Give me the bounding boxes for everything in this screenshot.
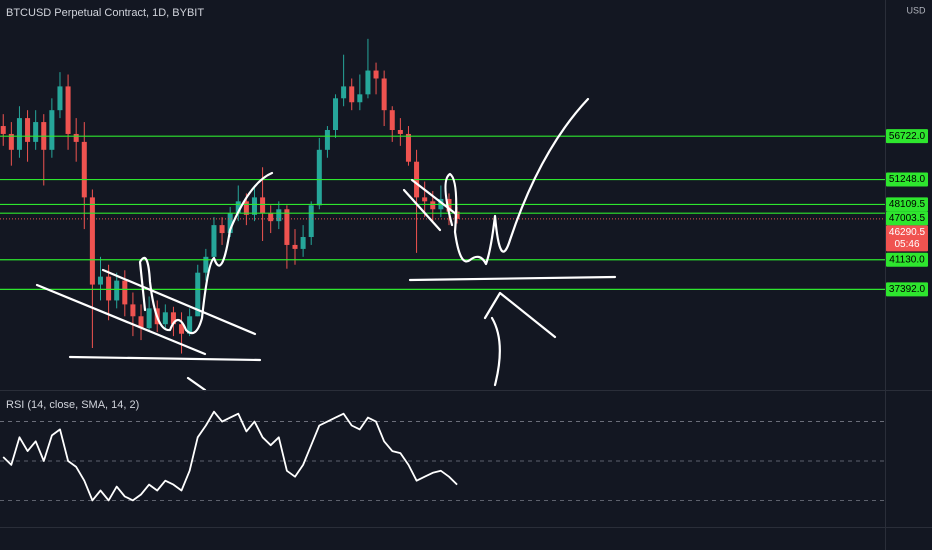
candle-body bbox=[187, 316, 193, 334]
candle-body bbox=[251, 197, 257, 215]
grid bbox=[0, 421, 885, 501]
candle-body bbox=[57, 86, 63, 111]
candle-body bbox=[25, 118, 31, 142]
level-label: 41130.0 bbox=[889, 254, 925, 265]
level-label: 51248.0 bbox=[889, 174, 926, 185]
level-tag bbox=[886, 172, 928, 187]
level-tag bbox=[886, 129, 928, 144]
last-price-tag bbox=[886, 225, 928, 252]
candle-body bbox=[97, 276, 104, 285]
candle-body bbox=[235, 201, 241, 214]
stroke bbox=[186, 376, 207, 392]
support-line bbox=[408, 275, 617, 282]
candle-body bbox=[357, 94, 363, 103]
projection-path bbox=[138, 171, 274, 335]
candle-body bbox=[211, 225, 217, 257]
candle-body bbox=[341, 86, 347, 99]
candle-body bbox=[195, 272, 201, 317]
rsi-line bbox=[2, 410, 458, 502]
candle-body bbox=[300, 237, 306, 249]
candle-body bbox=[179, 324, 185, 334]
level-label: 37392.0 bbox=[889, 284, 926, 295]
candle-body bbox=[373, 70, 379, 79]
candle-body bbox=[114, 280, 120, 301]
candle-body bbox=[0, 126, 6, 134]
drawings bbox=[35, 97, 617, 392]
last-price-label: 46290.5 bbox=[889, 227, 926, 238]
candle-body bbox=[33, 122, 39, 142]
candle-body bbox=[308, 205, 314, 238]
candle-body bbox=[219, 225, 225, 234]
candle-body bbox=[16, 118, 22, 150]
candle-body bbox=[365, 70, 371, 95]
candle-body bbox=[89, 197, 95, 285]
candle-body bbox=[292, 244, 298, 249]
candle-body bbox=[73, 133, 79, 142]
arrow bbox=[483, 291, 557, 387]
rsi-title: RSI (14, close, SMA, 14, 2) bbox=[6, 399, 139, 411]
level-label: 56722.0 bbox=[889, 131, 926, 142]
candle-body bbox=[243, 201, 249, 215]
level-tag bbox=[886, 252, 928, 267]
channel-line bbox=[101, 268, 257, 336]
candle-body bbox=[430, 201, 436, 210]
support-line bbox=[68, 355, 262, 362]
candle-body bbox=[138, 316, 144, 329]
candle-body bbox=[65, 86, 71, 134]
candle-body bbox=[389, 110, 395, 130]
candle-body bbox=[268, 213, 274, 222]
trend-line bbox=[35, 283, 207, 356]
countdown-label: 05:46 bbox=[894, 239, 919, 250]
level-label: 48109.5 bbox=[889, 199, 926, 210]
candle-body bbox=[49, 110, 55, 150]
candle-body bbox=[203, 256, 209, 273]
level-label: 47003.5 bbox=[889, 213, 926, 224]
candle-body bbox=[276, 209, 282, 222]
projection-path bbox=[444, 97, 590, 266]
candle-body bbox=[405, 133, 411, 162]
candle-body bbox=[446, 198, 452, 212]
candle-body bbox=[422, 197, 428, 202]
candle-body bbox=[130, 304, 136, 317]
candle-body bbox=[81, 141, 87, 198]
candle-body bbox=[227, 213, 233, 234]
candle-body bbox=[8, 133, 14, 150]
candle-body bbox=[349, 86, 355, 103]
unit-label: USD bbox=[906, 5, 926, 15]
level-tag bbox=[886, 211, 928, 226]
candle-body bbox=[284, 209, 290, 245]
candle-body bbox=[324, 130, 330, 150]
candle-body bbox=[333, 98, 339, 130]
candle-body bbox=[170, 312, 176, 325]
candle-body bbox=[122, 280, 128, 305]
candle-body bbox=[316, 149, 322, 206]
level-tag bbox=[886, 197, 928, 212]
candle-body bbox=[260, 197, 266, 214]
candle-body bbox=[146, 308, 152, 329]
axes: 56722.0 51248.0 48109.5 47003.5 46290.505:46… bbox=[886, 129, 928, 297]
chart-title: BTCUSD Perpetual Contract, 1D, BYBIT bbox=[6, 7, 204, 19]
candle-body bbox=[162, 312, 168, 325]
candle-body bbox=[381, 78, 387, 111]
candle-body bbox=[106, 276, 112, 301]
level-tag bbox=[886, 282, 928, 297]
candle-body bbox=[397, 130, 403, 134]
